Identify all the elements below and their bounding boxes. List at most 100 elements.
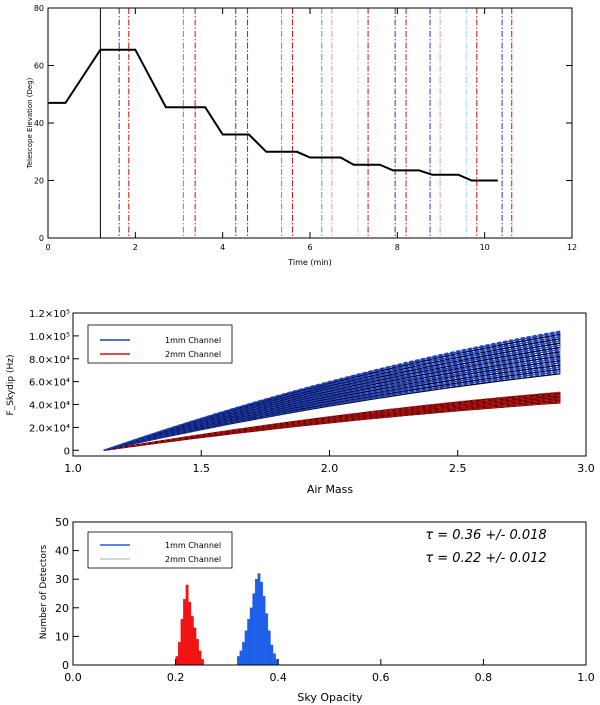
skydip-curve-2mm [103,401,561,451]
elevation-y-tick-label: 20 [34,177,44,186]
histogram-x-tick-label: 0.6 [372,671,390,684]
histogram-bar-1mm [265,613,269,666]
skydip-x-tick-label: 3.0 [577,462,595,475]
histogram-bars [175,573,279,666]
histogram-bar-1mm [242,641,245,666]
histogram-bar-1mm [272,653,276,666]
histogram-bar-2mm [188,601,192,666]
elevation-plot-frame [47,7,573,239]
histogram-y-tick-label: 0 [62,659,69,672]
opacity-histogram: 0.0 0.2 0.4 0.6 0.8 1.0 0 10 20 30 40 50 1mm Chann… [39,516,595,704]
skydip-y-axis-label: F_Skydip (Hz) [6,355,16,416]
skydip-curve-2mm [103,402,561,451]
histogram-bar-1mm [257,573,261,666]
elevation-x-tick-label: 10 [480,243,490,252]
skydip-y-tick-label: 2.0×10⁴ [29,423,70,434]
tau-annotation-1mm: τ = 0.36 +/- 0.018 [425,528,546,543]
histogram-y-tick-label: 10 [55,630,69,643]
elevation-x-tick-label: 8 [395,243,400,252]
histogram-x-tick-label: 0.0 [64,671,82,684]
histogram-plot-frame [72,521,587,666]
histogram-bar-2mm [190,616,194,666]
histogram-y-ticks: 0 10 20 30 40 50 [55,516,79,672]
skydip-curves [103,330,561,451]
histogram-bar-1mm [249,607,253,666]
skydip-y-tick-label: 1.2×10⁵ [29,309,70,320]
elevation-x-tick-label: 2 [133,243,138,252]
skydip-legend-box [87,324,233,364]
elevation-y-tick-label: 80 [34,4,44,13]
skydip-curve-1mm [103,330,561,451]
skydip-y-tick-label: 8.0×10⁴ [29,355,70,366]
histogram-bar-1mm [270,644,274,666]
histogram-x-tick-label: 0.8 [475,671,493,684]
skydip-curve-group [103,330,561,451]
histogram-y-axis-label: Number of Detectors [39,544,49,639]
skydip-y-tick-label: 1.0×10⁵ [29,332,70,343]
skydip-y-tick-label: 6.0×10⁴ [29,378,70,389]
histogram-bar-1mm [247,619,251,666]
skydip-legend-label-2mm: 2mm Channel [165,350,221,359]
skydip-legend: 1mm Channel 2mm Channel [87,324,233,364]
skydip-x-axis-label: Air Mass [307,483,354,496]
histogram-bar-1mm [260,581,263,666]
elevation-y-tick-label: 0 [39,234,44,243]
elevation-chart: 0 2 4 6 8 10 12 0 20 40 60 80 Time (min) Telescope… [26,4,577,267]
skydip-curve-2mm [103,401,561,451]
histogram-y-tick-label: 50 [55,516,69,529]
elevation-series [48,48,498,182]
skydip-x-tick-label: 2.5 [449,462,467,475]
scan-marker-lines [99,8,513,238]
skydip-chart: 1.0 1.5 2.0 2.5 3.0 0 2.0×10⁴ 4.0×10⁴ 6.0×10⁴ 8.… [6,309,595,496]
elevation-y-tick-label: 40 [34,119,44,128]
elevation-y-tick-label: 60 [34,62,44,71]
histogram-bar-2mm [180,619,184,666]
elevation-x-axis-label: Time (min) [287,258,331,267]
histogram-bar-1mm [252,593,256,666]
histogram-bar-2mm [183,599,187,666]
histogram-x-tick-label: 0.2 [167,671,185,684]
elevation-y-ticks: 0 20 40 60 80 [34,4,572,243]
histogram-legend-box [87,531,233,569]
tau-annotation-2mm: τ = 0.22 +/- 0.012 [425,551,546,566]
histogram-legend: 1mm Channel 2mm Channel [87,531,233,569]
histogram-y-tick-label: 30 [55,573,69,586]
histogram-legend-label-2mm: 2mm Channel [165,555,221,564]
histogram-bar-1mm [237,656,240,666]
histogram-bar-2mm [201,659,204,666]
elevation-x-tick-label: 12 [567,243,577,252]
skydip-y-tick-label: 0 [64,446,70,457]
elevation-x-tick-label: 4 [220,243,225,252]
histogram-bar-1mm [239,650,243,666]
histogram-y-tick-label: 40 [55,545,69,558]
skydip-y-tick-label: 4.0×10⁴ [29,401,70,412]
skydip-legend-label-1mm: 1mm Channel [165,336,221,345]
skydip-curve-2mm [103,400,561,451]
skydip-x-ticks: 1.0 1.5 2.0 2.5 3.0 [64,450,595,475]
histogram-bar-2mm [193,627,197,666]
histogram-bar-2mm [185,584,189,666]
histogram-bar-1mm [262,596,266,666]
histogram-x-tick-label: 1.0 [577,671,595,684]
elevation-line [48,48,498,182]
elevation-x-tick-label: 0 [45,243,50,252]
elevation-y-axis-label: Telescope Elevation (Deg) [26,77,34,169]
histogram-bar-2mm [195,639,199,666]
histogram-y-tick-label: 20 [55,602,69,615]
histogram-bar-1mm [254,579,258,666]
histogram-bar-1mm [244,630,248,666]
skydip-x-tick-label: 1.5 [193,462,211,475]
skydip-curve-2mm [103,401,561,451]
histogram-x-axis-label: Sky Opacity [297,691,363,704]
skydip-x-tick-label: 1.0 [64,462,82,475]
skydip-curve-2mm [103,391,561,451]
histogram-bar-2mm [178,641,181,666]
skydip-curve-1mm [103,369,561,451]
skydip-y-ticks: 0 2.0×10⁴ 4.0×10⁴ 6.0×10⁴ 8.0×10⁴ 1.0×10⁵ 1.2×… [29,309,79,457]
elevation-x-tick-label: 6 [307,243,312,252]
skydip-x-tick-label: 2.0 [321,462,339,475]
histogram-x-ticks: 0.0 0.2 0.4 0.6 0.8 1.0 [64,659,595,684]
skydip-curve-1mm [103,372,561,451]
elevation-x-ticks: 0 2 4 6 8 10 12 [45,8,577,252]
